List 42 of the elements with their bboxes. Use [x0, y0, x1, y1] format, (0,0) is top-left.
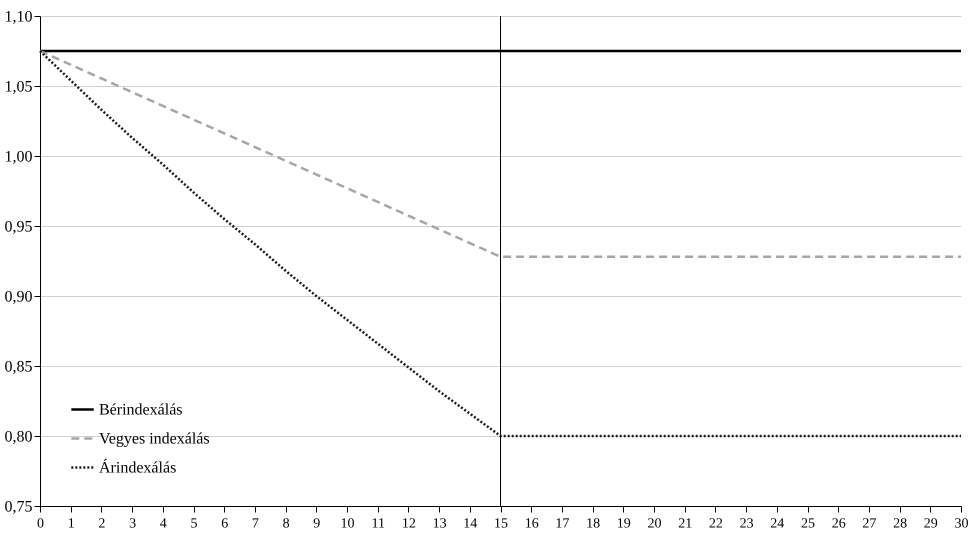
legend-label: Bérindexálás — [99, 402, 183, 418]
x-tick-label: 9 — [313, 516, 320, 532]
x-tick-label: 24 — [770, 516, 784, 532]
y-tick-label: 0,75 — [4, 498, 32, 516]
x-tick-label: 2 — [98, 516, 106, 532]
x-tick-label: 8 — [282, 516, 290, 532]
x-tick-label: 21 — [678, 516, 692, 532]
x-tick-label: 28 — [893, 516, 908, 532]
x-tick-label: 25 — [801, 516, 815, 532]
x-tick-label: 7 — [252, 516, 259, 532]
x-tick-label: 1 — [68, 516, 75, 532]
y-tick-label: 1,05 — [4, 78, 32, 96]
x-tick-label: 18 — [586, 516, 600, 532]
x-tick-label: 12 — [402, 516, 416, 532]
legend-label: Árindexálás — [99, 458, 176, 476]
y-tick-label: 1,10 — [4, 8, 32, 26]
x-tick-label: 29 — [924, 516, 938, 532]
x-tick-label: 26 — [832, 516, 846, 532]
y-tick-label: 0,95 — [4, 218, 32, 236]
x-tick-label: 6 — [221, 516, 228, 532]
y-tick-label: 0,85 — [4, 358, 32, 376]
x-tick-label: 20 — [648, 516, 662, 532]
x-tick-label: 4 — [160, 516, 167, 532]
x-tick-label: 14 — [463, 516, 478, 532]
x-tick-label: 15 — [494, 516, 508, 532]
x-tick-label: 5 — [190, 516, 198, 532]
y-tick-label: 1,00 — [4, 148, 32, 166]
x-tick-label: 17 — [555, 516, 570, 532]
x-tick-label: 19 — [616, 516, 631, 532]
x-tick-label: 30 — [954, 516, 968, 532]
x-tick-label: 16 — [524, 516, 539, 532]
x-tick-label: 3 — [129, 516, 136, 532]
x-tick-label: 22 — [708, 516, 723, 532]
x-tick-label: 11 — [371, 516, 385, 532]
x-tick-label: 23 — [740, 516, 754, 532]
y-tick-label: 0,80 — [4, 428, 32, 446]
y-tick-label: 0,90 — [4, 288, 32, 306]
x-tick-label: 0 — [37, 516, 44, 532]
x-tick-label: 27 — [862, 516, 876, 532]
x-tick-label: 13 — [432, 516, 447, 532]
x-tick-label: 10 — [340, 516, 354, 532]
legend-label: Vegyes indexálás — [99, 430, 210, 448]
